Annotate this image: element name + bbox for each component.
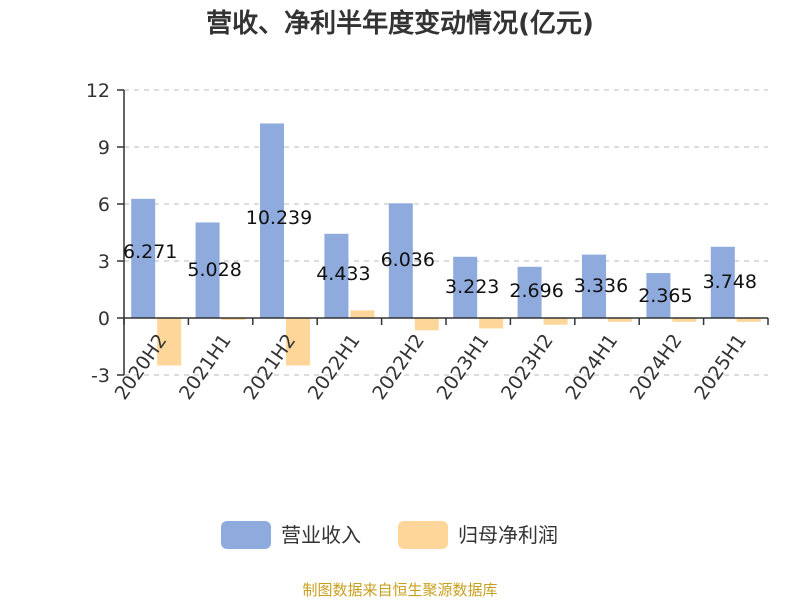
data-label-revenue-2025H1: 3.748 <box>703 271 757 293</box>
x-tick-label-2023H2: 2023H2 <box>497 330 558 404</box>
data-labels: 6.271 5.028 10.239 4.433 6.036 3.223 2.696 3.33… <box>123 207 757 307</box>
bar-revenue-2023H1[interactable] <box>453 256 478 318</box>
bar-net-profit-2023H2[interactable] <box>543 318 568 325</box>
x-tick-label-2020H2: 2020H2 <box>111 330 172 404</box>
data-label-revenue-2024H1: 3.336 <box>574 275 628 297</box>
x-tick-label-2022H2: 2022H2 <box>368 330 429 404</box>
bar-net-profit-2024H2[interactable] <box>672 318 697 322</box>
data-label-revenue-2023H2: 2.696 <box>509 280 563 302</box>
data-label-revenue-2020H2: 6.271 <box>123 241 177 263</box>
bar-revenue-2024H2[interactable] <box>646 273 671 318</box>
legend-swatch-revenue <box>221 521 271 549</box>
y-tick-label: 6 <box>98 194 110 216</box>
legend-item-net-profit[interactable]: 归母净利润 <box>398 521 558 549</box>
bar-revenue-2020H2[interactable] <box>131 198 156 318</box>
data-label-revenue-2021H1: 5.028 <box>187 259 241 281</box>
bars <box>131 123 761 366</box>
bar-net-profit-2023H1[interactable] <box>479 318 504 329</box>
bar-revenue-2023H2[interactable] <box>517 266 542 318</box>
gridlines <box>124 89 768 376</box>
x-tick-label-2023H1: 2023H1 <box>433 330 494 404</box>
y-tick-label: 9 <box>98 137 110 159</box>
x-tick-label-2021H1: 2021H1 <box>175 330 236 404</box>
chart-title: 营收、净利半年度变动情况(亿元) <box>206 8 594 39</box>
bar-net-profit-2020H2[interactable] <box>157 318 182 366</box>
data-label-revenue-2023H1: 3.223 <box>445 276 499 298</box>
bar-net-profit-2021H2[interactable] <box>286 318 310 366</box>
bar-net-profit-2022H2[interactable] <box>414 318 439 331</box>
bar-revenue-2021H2[interactable] <box>260 123 284 318</box>
y-tick-label: 3 <box>98 251 110 273</box>
data-label-revenue-2022H2: 6.036 <box>381 249 435 271</box>
y-tick-label: -3 <box>91 365 110 387</box>
bar-net-profit-2022H1[interactable] <box>350 310 375 318</box>
x-tick-label-2021H2: 2021H2 <box>239 330 300 404</box>
data-label-revenue-2021H2: 10.239 <box>246 207 312 229</box>
legend-item-revenue[interactable]: 营业收入 <box>221 521 361 549</box>
bar-revenue-2024H1[interactable] <box>582 254 606 318</box>
x-tick-label-2024H1: 2024H1 <box>561 330 622 404</box>
bar-net-profit-2025H1[interactable] <box>736 318 761 322</box>
bar-revenue-2022H2[interactable] <box>388 203 413 318</box>
legend-swatch-net-profit <box>398 521 448 549</box>
bar-revenue-2025H1[interactable] <box>710 246 735 318</box>
data-label-revenue-2024H2: 2.365 <box>638 285 692 307</box>
x-tick-label-2025H1: 2025H1 <box>690 330 751 404</box>
data-label-revenue-2022H1: 4.433 <box>316 263 370 285</box>
y-tick-label: 12 <box>86 80 110 102</box>
bar-revenue-2022H1[interactable] <box>324 233 349 318</box>
bar-net-profit-2021H1[interactable] <box>221 318 246 320</box>
source-note: 制图数据来自恒生聚源数据库 <box>302 581 497 599</box>
legend-label-revenue: 营业收入 <box>281 523 361 547</box>
legend: 营业收入 归母净利润 <box>221 521 558 549</box>
x-tick-label-2022H1: 2022H1 <box>304 330 365 404</box>
bar-net-profit-2024H1[interactable] <box>608 318 632 322</box>
x-tick-label-2024H2: 2024H2 <box>626 330 687 404</box>
bar-revenue-2021H1[interactable] <box>195 222 220 318</box>
legend-label-net-profit: 归母净利润 <box>458 523 558 547</box>
y-tick-label: 0 <box>98 308 110 330</box>
